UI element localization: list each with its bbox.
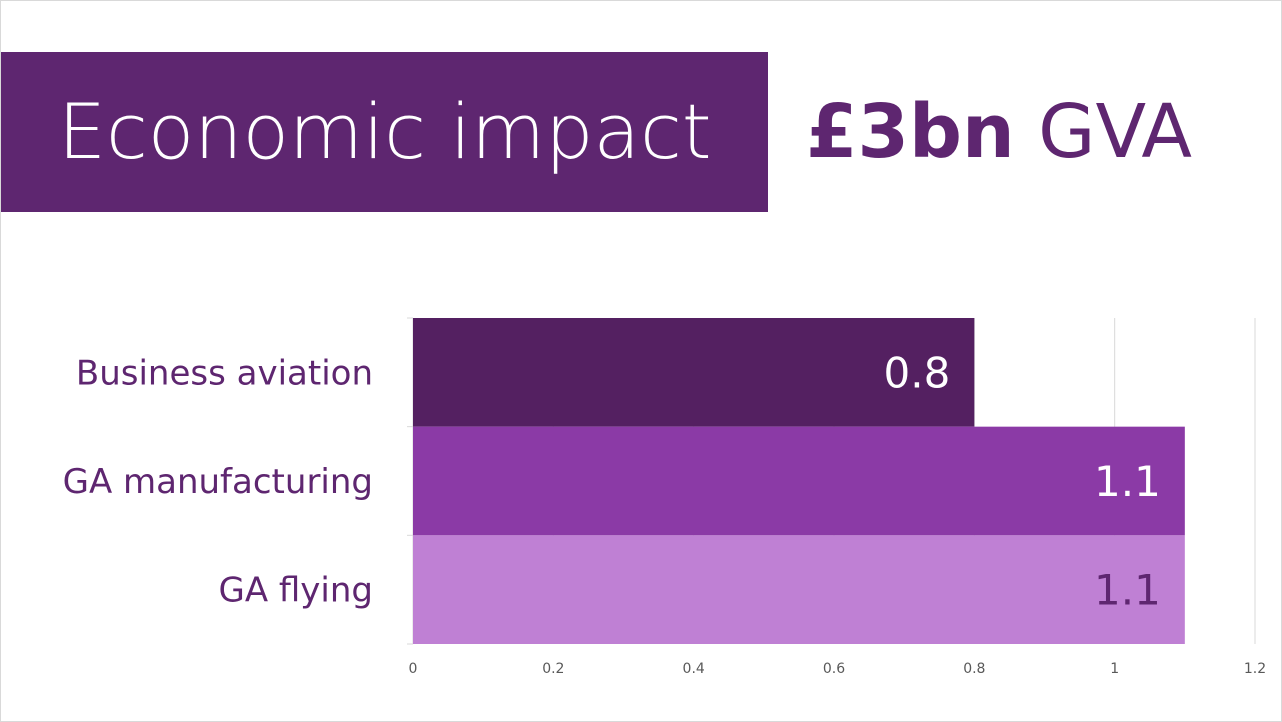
data-label: 0.8 [884,348,951,397]
bar [413,426,1185,536]
bar [413,535,1185,644]
bar [413,318,975,427]
x-tick-label: 0.2 [542,661,564,677]
category-label: GA manufacturing [63,462,373,502]
data-label: 1.1 [1094,566,1161,615]
data-label: 1.1 [1094,457,1161,506]
headline-figure: £3bn GVA [806,84,1192,180]
x-tick-label: 0.4 [683,661,705,677]
x-tick-label: 0 [409,661,418,677]
x-tick-label: 1.2 [1244,661,1266,677]
headline-amount: £3bn [806,89,1015,175]
x-tick-label: 0.6 [823,661,845,677]
x-tick-label: 1 [1110,661,1119,677]
category-label: Business aviation [76,353,373,393]
slide-title: Economic impact [58,87,712,176]
headline-unit-text: GVA [1038,89,1193,175]
headline-unit: GVA [1015,89,1192,175]
x-tick-label: 0.8 [963,661,985,677]
title-banner [1,52,768,212]
category-label: GA flying [218,571,373,611]
